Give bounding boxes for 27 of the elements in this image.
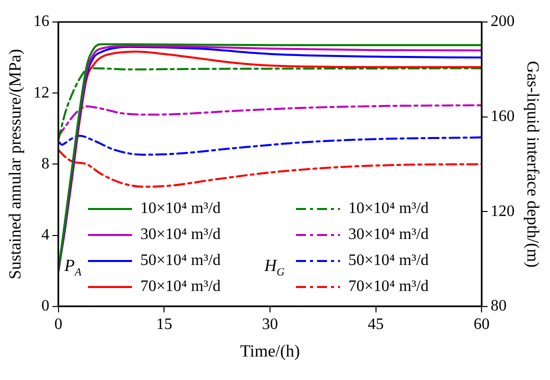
y2-tick-label: 200 — [490, 13, 515, 30]
y-tick-label: 8 — [41, 155, 50, 172]
y-tick-label: 16 — [33, 13, 50, 30]
y2-tick-label: 120 — [490, 202, 515, 220]
x-tick-label: 60 — [474, 316, 490, 334]
annotation: H$_{G}$ — [264, 256, 285, 279]
legend-label: 30×10⁴ m³/d — [140, 226, 221, 244]
y-tick-label: 0 — [41, 298, 50, 315]
annotation: P$_{A}$ — [64, 256, 82, 279]
x-tick-label: 45 — [368, 316, 384, 334]
legend-label: 70×10⁴ m³/d — [348, 278, 429, 296]
legend-label: 50×10⁴ m³/d — [140, 252, 221, 270]
y2-tick-label: 160 — [490, 108, 515, 126]
legend-label: 50×10⁴ m³/d — [348, 252, 429, 270]
legend-label: 10×10⁴ m³/d — [348, 200, 429, 218]
y-tick-label: 4 — [41, 226, 50, 244]
legend-label: 70×10⁴ m³/d — [140, 278, 221, 296]
y2-tick-label: 80 — [490, 298, 507, 315]
y2-axis-title: Gas-liquid interface depth/(m) — [523, 60, 542, 268]
x-axis-title: Time/(h) — [240, 341, 300, 360]
y-tick-label: 12 — [33, 84, 50, 102]
y-axis-title: Sustained annular pressure/(MPa) — [6, 49, 25, 280]
x-tick-label: 30 — [262, 316, 278, 334]
legend-label: 10×10⁴ m³/d — [140, 200, 221, 218]
legend-label: 30×10⁴ m³/d — [348, 226, 429, 244]
x-tick-label: 15 — [156, 316, 172, 334]
x-tick-label: 0 — [54, 316, 62, 334]
